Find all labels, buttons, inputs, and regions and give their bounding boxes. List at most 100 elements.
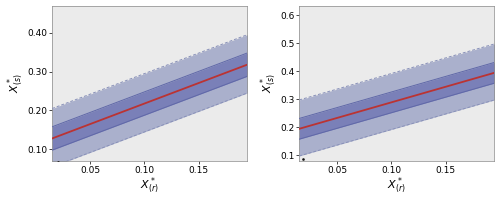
Point: [310, 163, 318, 167]
Point: [285, 168, 293, 171]
Point: [36, 176, 44, 179]
Point: [44, 173, 52, 177]
Point: [36, 178, 44, 181]
Point: [51, 170, 59, 173]
Point: [39, 174, 47, 177]
Point: [44, 177, 52, 181]
Point: [42, 164, 50, 167]
Point: [41, 180, 49, 183]
Point: [59, 166, 67, 169]
Point: [40, 181, 48, 184]
Point: [297, 167, 305, 170]
Point: [49, 169, 57, 172]
Point: [40, 175, 48, 179]
Point: [42, 175, 50, 179]
Point: [40, 176, 48, 179]
Point: [282, 171, 290, 174]
Point: [286, 171, 294, 174]
Point: [40, 176, 48, 179]
Point: [42, 179, 50, 183]
Point: [287, 168, 295, 171]
Point: [285, 176, 293, 179]
Point: [45, 177, 53, 180]
Point: [282, 168, 290, 171]
Y-axis label: $X_{(s)}^*$: $X_{(s)}^*$: [6, 74, 26, 93]
Point: [294, 165, 302, 168]
X-axis label: $X_{(r)}^*$: $X_{(r)}^*$: [388, 176, 406, 196]
Point: [290, 170, 298, 173]
Point: [44, 169, 52, 172]
Point: [37, 180, 45, 183]
Point: [298, 171, 306, 174]
Point: [294, 169, 302, 172]
Point: [40, 174, 48, 177]
Point: [284, 165, 292, 168]
Point: [45, 165, 53, 168]
Point: [289, 173, 297, 177]
Point: [286, 173, 294, 176]
Point: [45, 175, 53, 179]
Point: [290, 168, 298, 172]
Point: [301, 169, 309, 173]
Point: [284, 159, 292, 163]
Point: [286, 169, 294, 173]
Point: [38, 181, 46, 184]
Point: [42, 171, 50, 175]
Point: [40, 174, 48, 177]
Point: [39, 173, 47, 177]
Point: [288, 174, 296, 177]
Point: [37, 170, 45, 174]
Point: [282, 173, 290, 176]
Point: [52, 168, 60, 171]
Point: [286, 175, 294, 178]
Point: [38, 168, 46, 171]
Point: [46, 177, 54, 180]
Point: [294, 173, 302, 176]
Point: [41, 172, 49, 175]
Point: [42, 174, 50, 177]
Point: [280, 175, 288, 178]
Point: [42, 175, 50, 178]
Point: [46, 173, 54, 176]
Point: [36, 175, 44, 179]
Point: [54, 161, 62, 164]
Point: [43, 176, 51, 179]
Point: [290, 171, 298, 174]
Point: [282, 171, 290, 174]
Point: [40, 175, 48, 178]
Point: [288, 168, 296, 171]
Point: [298, 170, 306, 174]
Point: [285, 170, 293, 174]
Point: [288, 168, 296, 171]
Point: [292, 167, 300, 170]
Point: [302, 170, 310, 173]
Point: [36, 182, 44, 185]
Point: [38, 174, 46, 177]
Point: [287, 172, 295, 175]
Point: [300, 162, 308, 165]
Point: [55, 163, 63, 167]
Point: [46, 176, 54, 179]
Point: [43, 173, 51, 176]
Point: [70, 163, 78, 166]
Point: [293, 166, 301, 170]
Point: [42, 174, 50, 178]
Point: [52, 175, 60, 178]
Point: [46, 180, 54, 183]
Point: [286, 171, 294, 174]
Point: [48, 170, 56, 174]
Point: [295, 174, 303, 177]
Point: [42, 177, 50, 180]
Point: [288, 166, 296, 169]
Point: [284, 171, 292, 175]
Point: [283, 176, 291, 179]
Point: [50, 173, 58, 176]
Point: [289, 171, 297, 174]
Point: [294, 165, 302, 168]
Point: [48, 168, 56, 171]
Point: [40, 175, 48, 178]
Point: [292, 173, 300, 176]
Point: [43, 177, 51, 180]
Point: [288, 168, 296, 172]
Point: [38, 175, 46, 179]
